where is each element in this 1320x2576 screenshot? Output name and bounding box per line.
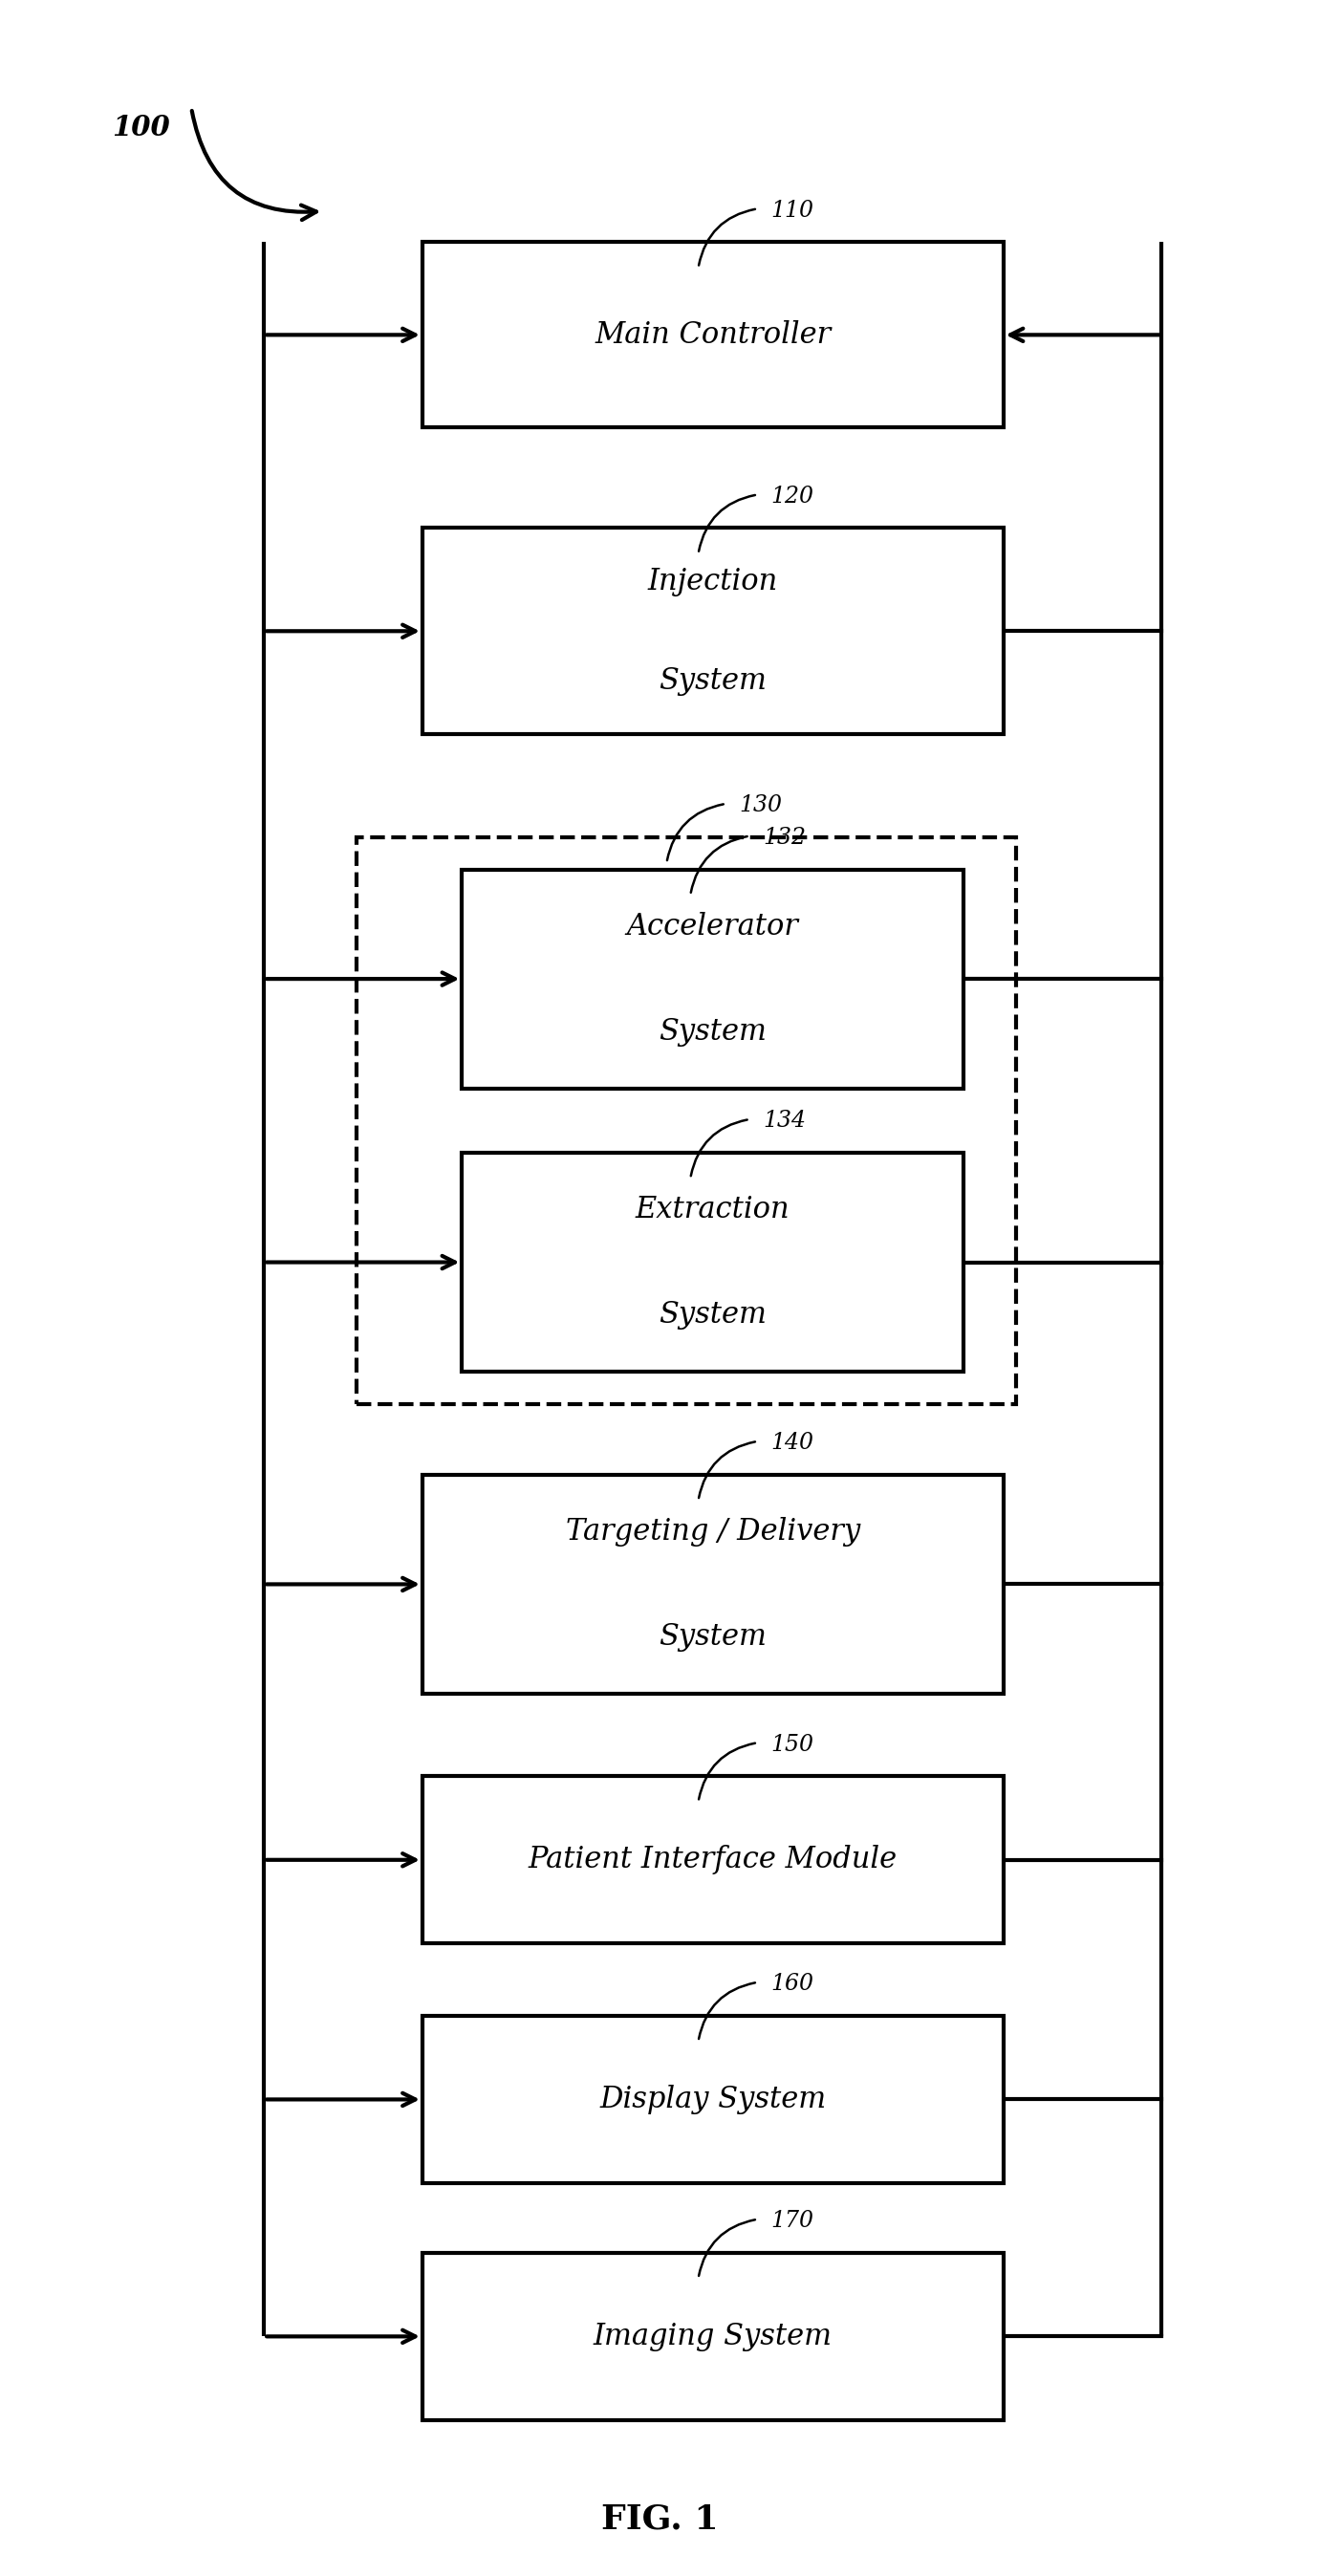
FancyBboxPatch shape [422, 528, 1003, 734]
Text: 130: 130 [739, 793, 783, 817]
Text: 120: 120 [771, 484, 814, 507]
Text: 100: 100 [112, 113, 170, 142]
Text: System: System [659, 1018, 767, 1046]
FancyBboxPatch shape [422, 2251, 1003, 2421]
Text: FIG. 1: FIG. 1 [602, 2504, 718, 2535]
Text: Main Controller: Main Controller [594, 319, 832, 350]
FancyBboxPatch shape [462, 1154, 964, 1370]
Text: 150: 150 [771, 1734, 814, 1757]
Text: 140: 140 [771, 1432, 814, 1453]
Text: 170: 170 [771, 2210, 814, 2231]
Text: Injection: Injection [648, 567, 777, 598]
Text: 132: 132 [763, 827, 807, 850]
FancyBboxPatch shape [422, 2014, 1003, 2184]
Text: Targeting / Delivery: Targeting / Delivery [565, 1517, 861, 1546]
Text: 110: 110 [771, 198, 814, 222]
Text: System: System [659, 1623, 767, 1651]
FancyBboxPatch shape [422, 1777, 1003, 1942]
Text: System: System [659, 665, 767, 696]
Text: Display System: Display System [599, 2084, 826, 2115]
Text: Imaging System: Imaging System [593, 2321, 833, 2352]
Text: Extraction: Extraction [635, 1195, 791, 1224]
Text: 134: 134 [763, 1110, 807, 1133]
FancyBboxPatch shape [422, 1473, 1003, 1695]
FancyBboxPatch shape [422, 242, 1003, 428]
Text: Accelerator: Accelerator [627, 912, 799, 940]
Text: 160: 160 [771, 1973, 814, 1994]
FancyBboxPatch shape [462, 871, 964, 1087]
Text: System: System [659, 1301, 767, 1329]
Text: Patient Interface Module: Patient Interface Module [528, 1844, 898, 1875]
